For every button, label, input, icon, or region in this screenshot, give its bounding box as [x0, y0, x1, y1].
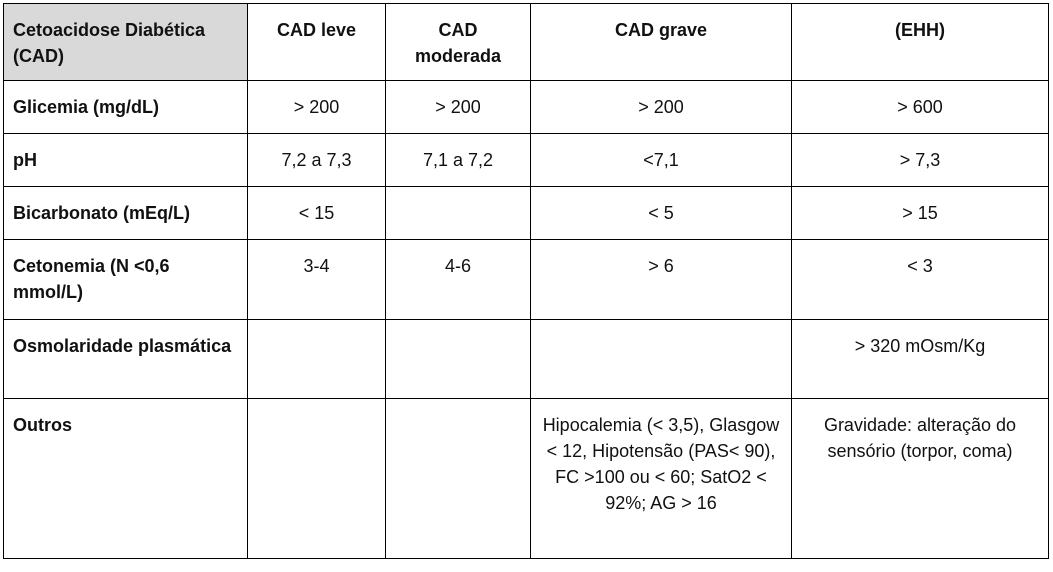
table-cell: [385, 186, 531, 240]
table-cell: [530, 319, 792, 399]
header-row: Cetoacidose Diabética (CAD) CAD leve CAD…: [3, 3, 1049, 81]
header-cad-moderada: CAD moderada: [385, 3, 531, 81]
row-label-glicemia: Glicemia (mg/dL): [3, 80, 248, 134]
table-cell: > 600: [791, 80, 1049, 134]
header-cad-leve: CAD leve: [247, 3, 386, 81]
table-row: pH 7,2 a 7,3 7,1 a 7,2 <7,1 > 7,3: [3, 133, 1049, 187]
table-cell: [385, 319, 531, 399]
row-label-bicarbonato: Bicarbonato (mEq/L): [3, 186, 248, 240]
table-cell: > 320 mOsm/Kg: [791, 319, 1049, 399]
table-cell: [247, 398, 386, 559]
table-cell: <7,1: [530, 133, 792, 187]
row-label-osmolaridade: Osmolaridade plasmática: [3, 319, 248, 399]
table-cell: [385, 398, 531, 559]
table-row: Cetonemia (N <0,6 mmol/L) 3-4 4-6 > 6 < …: [3, 239, 1049, 320]
table-cell: > 200: [530, 80, 792, 134]
table-cell: 3-4: [247, 239, 386, 320]
header-corner-cell: Cetoacidose Diabética (CAD): [3, 3, 248, 81]
table-cell: > 15: [791, 186, 1049, 240]
table-cell: > 6: [530, 239, 792, 320]
table-cell: > 200: [385, 80, 531, 134]
row-label-ph: pH: [3, 133, 248, 187]
table-cell: < 3: [791, 239, 1049, 320]
table-cell: [247, 319, 386, 399]
table-cell: > 7,3: [791, 133, 1049, 187]
row-label-outros: Outros: [3, 398, 248, 559]
dka-classification-table: Cetoacidose Diabética (CAD) CAD leve CAD…: [3, 3, 1049, 559]
table-row: Bicarbonato (mEq/L) < 15 < 5 > 15: [3, 186, 1049, 240]
table-cell: Hipocalemia (< 3,5), Glasgow < 12, Hipot…: [530, 398, 792, 559]
table-cell: > 200: [247, 80, 386, 134]
table-cell: Gravidade: alteração do sensório (torpor…: [791, 398, 1049, 559]
table-cell: 7,2 a 7,3: [247, 133, 386, 187]
table-row: Outros Hipocalemia (< 3,5), Glasgow < 12…: [3, 398, 1049, 559]
table-cell: < 5: [530, 186, 792, 240]
header-ehh: (EHH): [791, 3, 1049, 81]
header-cad-grave: CAD grave: [530, 3, 792, 81]
table-row: Osmolaridade plasmática > 320 mOsm/Kg: [3, 319, 1049, 399]
table-cell: 4-6: [385, 239, 531, 320]
table-row: Glicemia (mg/dL) > 200 > 200 > 200 > 600: [3, 80, 1049, 134]
row-label-cetonemia: Cetonemia (N <0,6 mmol/L): [3, 239, 248, 320]
table-cell: 7,1 a 7,2: [385, 133, 531, 187]
table-cell: < 15: [247, 186, 386, 240]
